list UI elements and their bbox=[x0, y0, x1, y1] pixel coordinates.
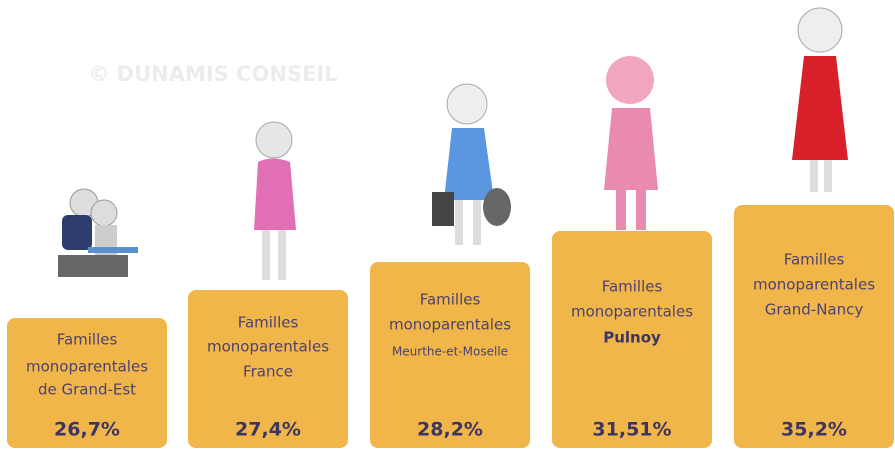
item-label: monoparentales bbox=[207, 338, 329, 356]
item-label: France bbox=[243, 363, 293, 381]
item-label: de Grand-Est bbox=[38, 381, 136, 399]
item-value: 28,2% bbox=[417, 419, 483, 441]
item-label: monoparentales bbox=[389, 316, 511, 334]
item-label: Familles bbox=[602, 278, 663, 296]
item-label: Familles bbox=[57, 331, 118, 349]
item-label: Meurthe-et-Moselle bbox=[392, 345, 508, 359]
item-value: 27,4% bbox=[235, 419, 301, 441]
figure-pink bbox=[604, 56, 658, 230]
item-label: Pulnoy bbox=[603, 329, 661, 347]
item-label: Familles bbox=[784, 251, 845, 269]
item-value: 31,51% bbox=[592, 419, 671, 441]
item-value: 35,2% bbox=[781, 419, 847, 441]
figure-red bbox=[792, 8, 848, 192]
item-label: monoparentales bbox=[571, 303, 693, 321]
podium-box bbox=[734, 205, 894, 448]
item-label: monoparentales bbox=[26, 358, 148, 376]
watermark: © DUNAMIS CONSEIL bbox=[88, 62, 337, 86]
item-label: Familles bbox=[238, 314, 299, 332]
figure-pregnant bbox=[254, 122, 296, 280]
item-label: Grand-Nancy bbox=[765, 301, 864, 319]
figure-children bbox=[58, 189, 138, 277]
figure-suitcase bbox=[432, 84, 511, 245]
item-label: Familles bbox=[420, 291, 481, 309]
item-value: 26,7% bbox=[54, 419, 120, 441]
infographic: © DUNAMIS CONSEIL Familles monoparentales… bbox=[0, 0, 895, 453]
item-label: monoparentales bbox=[753, 276, 875, 294]
